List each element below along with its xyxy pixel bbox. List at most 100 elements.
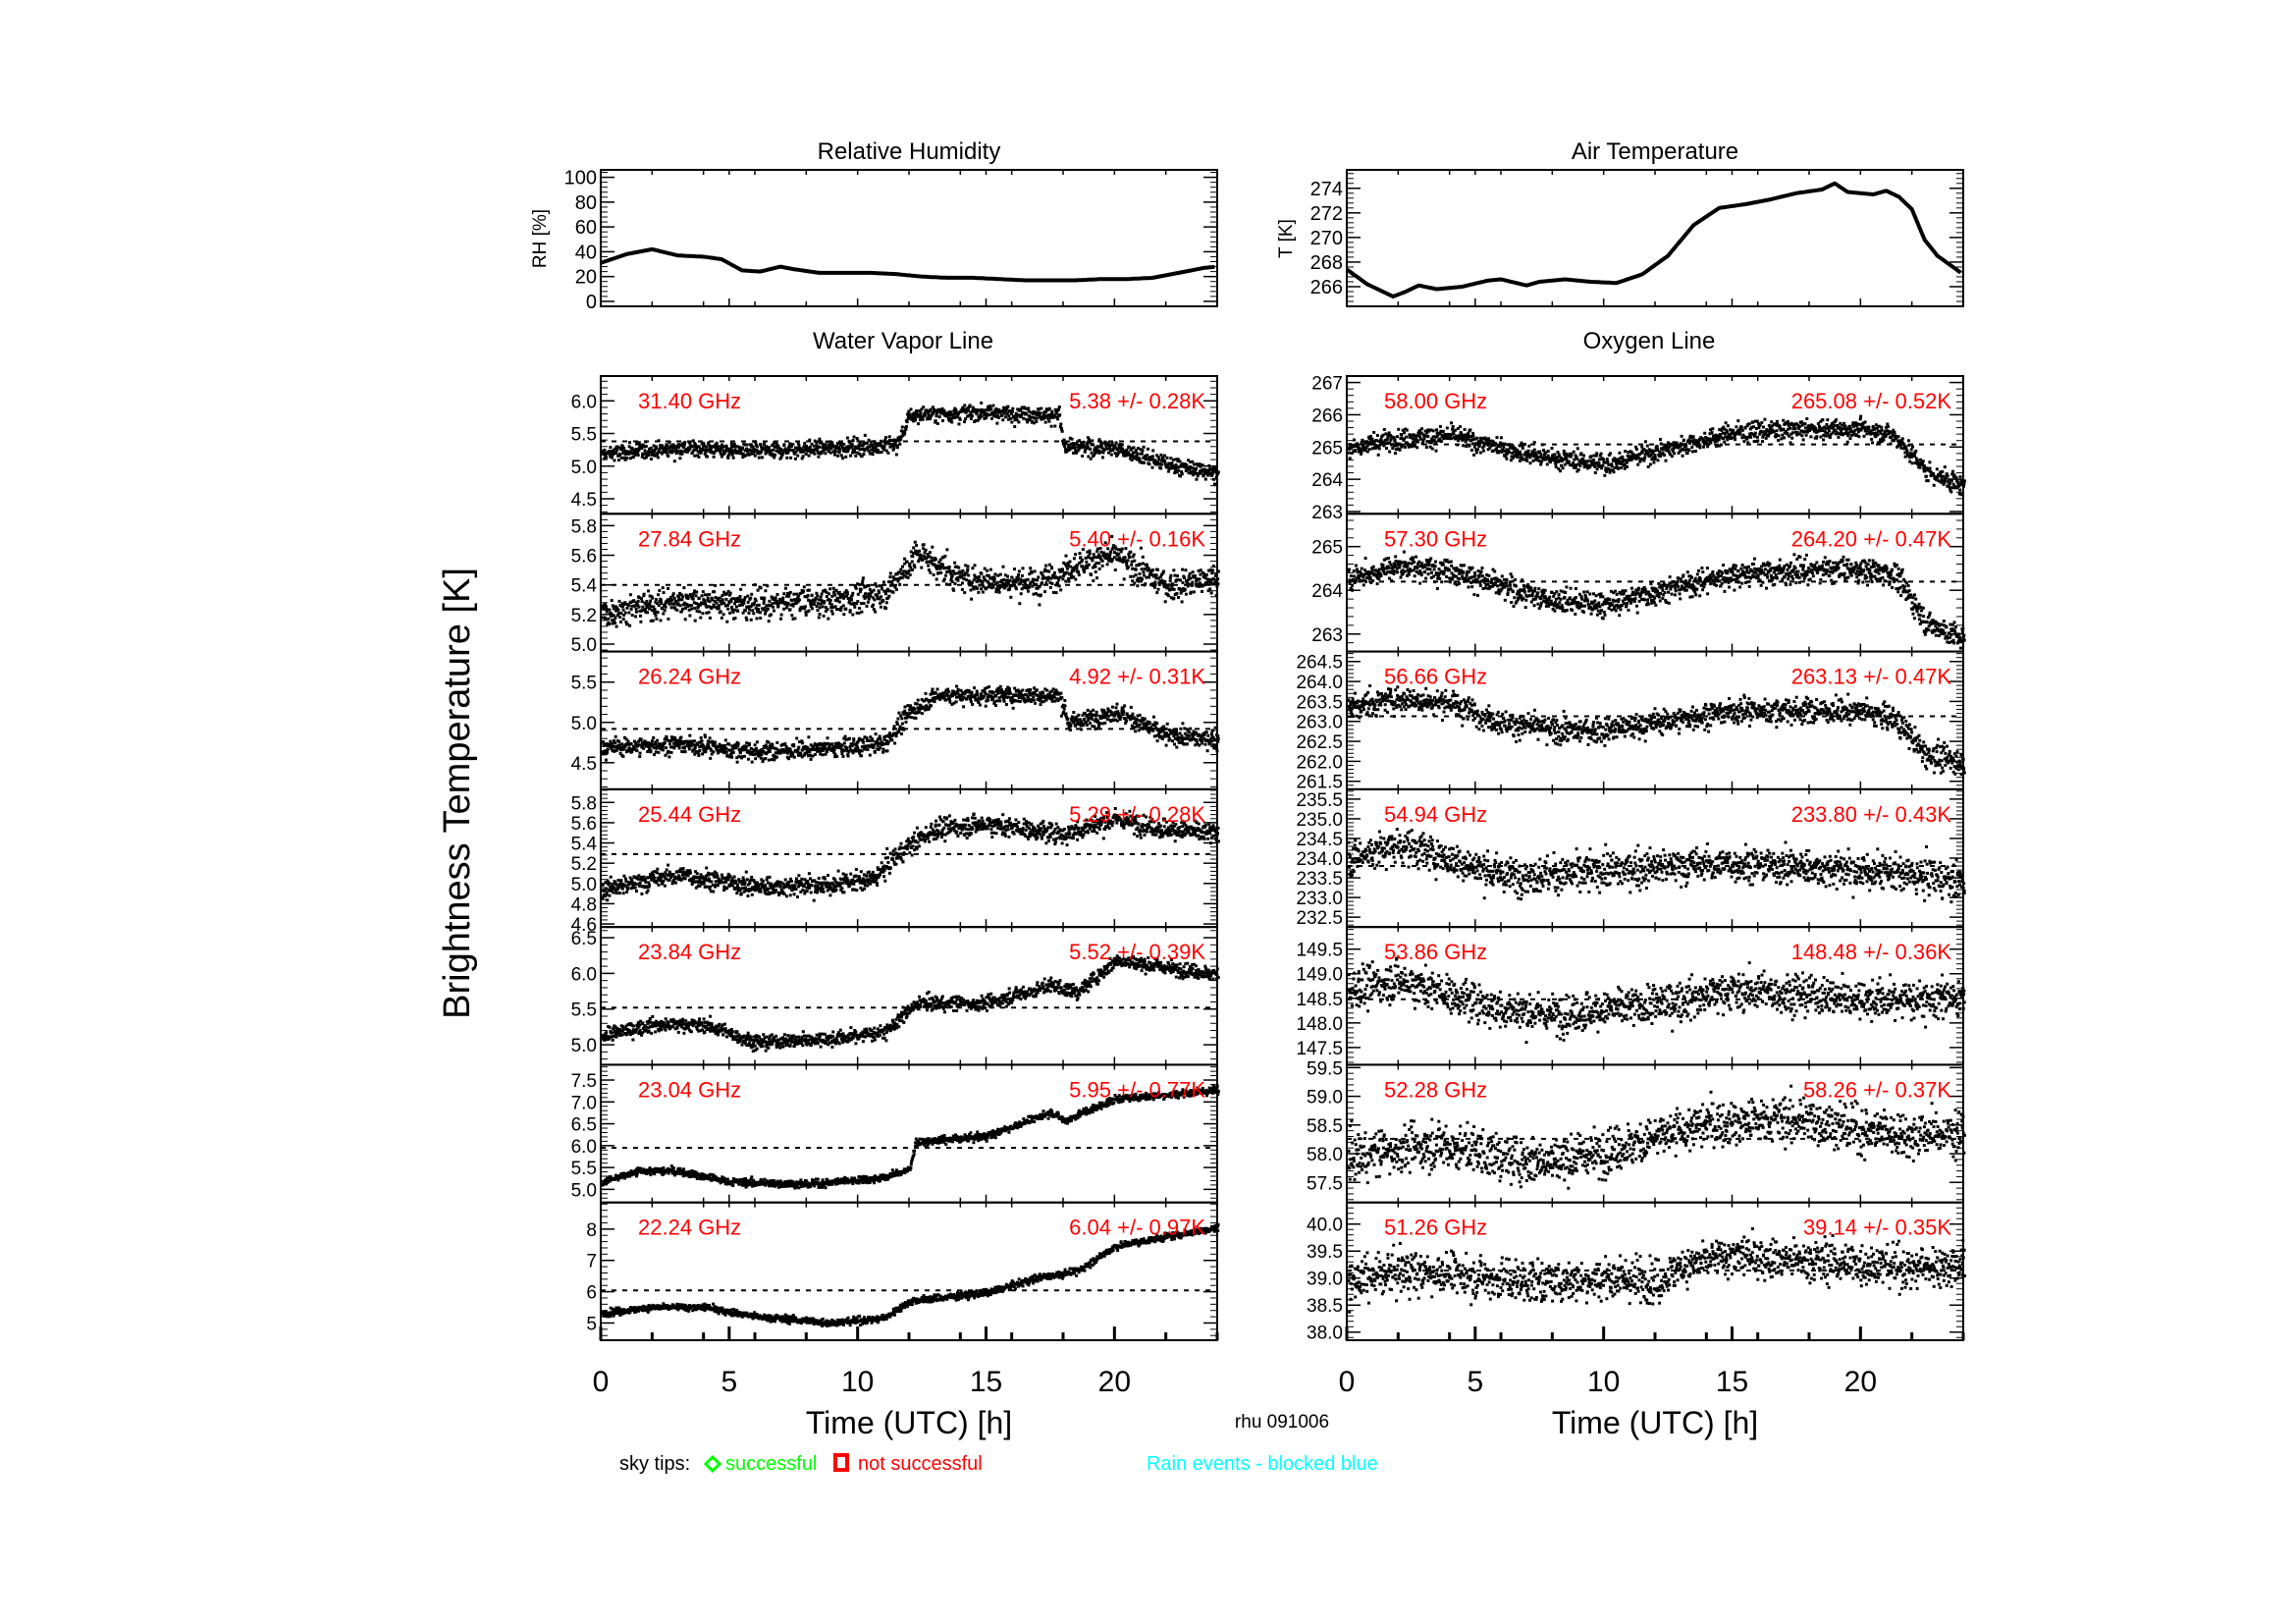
data-point	[1198, 577, 1201, 581]
data-point	[845, 436, 849, 440]
data-point	[735, 756, 739, 760]
data-point	[1029, 567, 1033, 570]
data-point	[688, 614, 692, 618]
data-point	[1063, 563, 1067, 567]
data-point	[1010, 420, 1014, 424]
data-point	[1053, 424, 1057, 428]
data-point	[900, 425, 904, 429]
data-point	[786, 601, 790, 605]
data-point	[873, 442, 877, 446]
data-point	[676, 602, 680, 606]
data-point	[1188, 571, 1192, 575]
data-point	[1168, 466, 1172, 470]
data-point	[688, 447, 692, 451]
data-point	[616, 879, 620, 883]
data-point	[1082, 440, 1086, 444]
data-point	[976, 418, 980, 422]
data-point	[1017, 696, 1021, 699]
data-point	[946, 687, 950, 691]
data-point	[728, 451, 732, 455]
data-point	[642, 445, 646, 449]
data-point	[861, 447, 865, 451]
data-point	[883, 442, 887, 446]
data-point	[873, 440, 877, 444]
data-point	[938, 408, 942, 411]
data-point	[1198, 584, 1201, 588]
data-point	[1124, 722, 1128, 725]
data-point	[942, 408, 946, 412]
data-point	[609, 875, 613, 879]
data-point	[1057, 406, 1061, 408]
data-point	[875, 584, 879, 588]
data-point	[618, 453, 622, 457]
data-point	[989, 694, 993, 698]
data-point	[729, 447, 733, 451]
data-point	[938, 558, 942, 562]
data-point	[652, 870, 656, 874]
channel-stat-label: 5.40 +/- 0.16K	[1069, 526, 1205, 551]
data-point	[1003, 693, 1007, 697]
y-tick-label: 5.4	[571, 576, 598, 597]
data-point	[933, 559, 936, 562]
data-point	[627, 611, 631, 615]
data-point	[1198, 462, 1201, 466]
data-point	[858, 751, 862, 755]
data-point	[845, 594, 848, 598]
data-point	[620, 887, 624, 891]
data-point	[1001, 565, 1005, 568]
data-point	[1154, 573, 1158, 577]
data-point	[883, 592, 887, 596]
data-point	[1134, 730, 1138, 733]
data-point	[624, 880, 628, 884]
data-point	[1075, 715, 1079, 719]
data-point	[1059, 588, 1063, 592]
data-point	[687, 604, 691, 607]
data-point	[792, 592, 796, 596]
data-point	[843, 594, 847, 598]
data-point	[1118, 548, 1122, 552]
data-point	[1161, 571, 1165, 575]
data-point	[890, 738, 894, 742]
data-point	[1095, 713, 1098, 717]
data-point	[1014, 417, 1017, 421]
data-point	[802, 585, 806, 589]
data-point	[1163, 582, 1167, 586]
data-point	[985, 686, 988, 690]
data-point	[1173, 573, 1177, 577]
data-point	[881, 599, 885, 603]
data-point	[993, 704, 997, 707]
data-point	[619, 456, 623, 460]
data-point	[1124, 450, 1128, 454]
data-point	[876, 451, 879, 455]
data-point	[627, 445, 631, 449]
data-point	[912, 416, 916, 420]
data-point	[1095, 556, 1098, 560]
data-point	[1215, 749, 1219, 753]
data-point	[713, 743, 716, 747]
data-point	[939, 409, 943, 413]
data-point	[1036, 693, 1040, 697]
data-point	[774, 596, 777, 600]
data-point	[724, 746, 728, 750]
data-point	[722, 601, 726, 605]
data-point	[864, 585, 868, 588]
data-point	[636, 603, 640, 607]
data-point	[910, 560, 914, 564]
data-point	[970, 597, 974, 601]
data-point	[731, 611, 735, 615]
data-point	[1006, 574, 1009, 578]
data-point	[1190, 466, 1194, 470]
data-point	[1060, 427, 1063, 430]
data-point	[1216, 577, 1220, 581]
data-point	[835, 743, 839, 747]
data-point	[982, 584, 986, 588]
data-point	[1147, 727, 1150, 730]
data-point	[1203, 742, 1207, 746]
data-point	[878, 734, 881, 738]
data-point	[1216, 739, 1220, 743]
data-point	[693, 752, 697, 756]
data-point	[635, 448, 639, 452]
data-point	[680, 450, 684, 454]
data-point	[906, 712, 910, 716]
data-point	[672, 602, 675, 606]
